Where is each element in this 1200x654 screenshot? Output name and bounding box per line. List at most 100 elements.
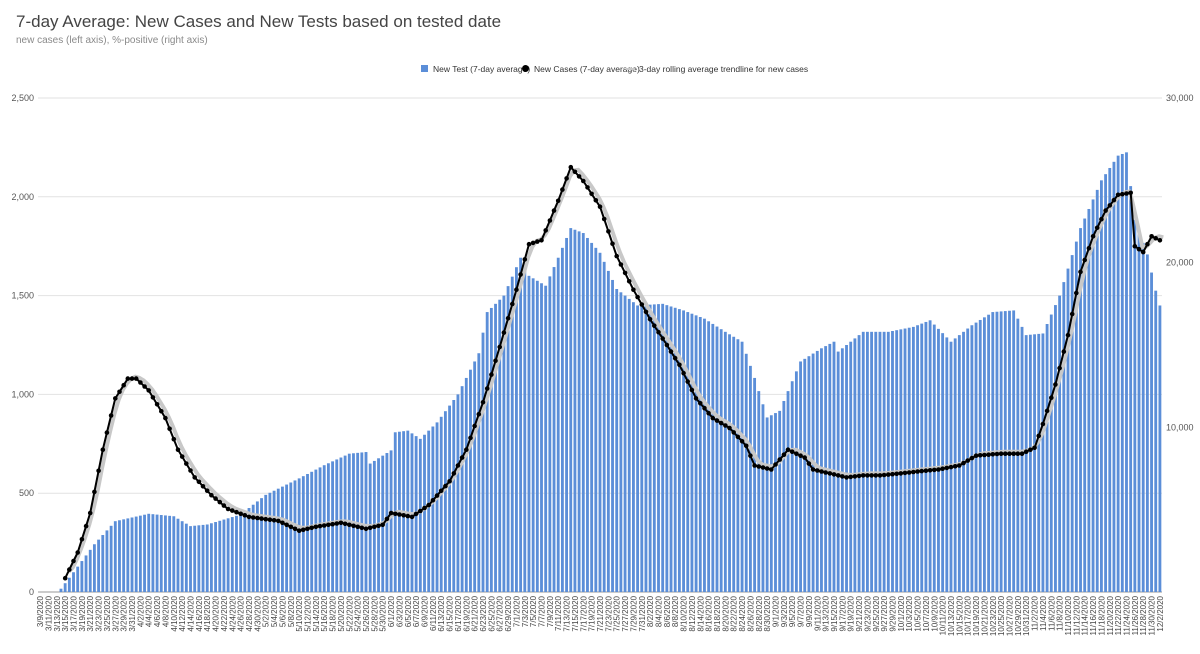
cases-point [1124,191,1129,196]
test-bar [594,247,598,592]
cases-point [409,514,415,520]
x-axis-tick: 3/27/2020 [111,595,120,631]
test-bar [222,519,226,592]
cases-point [355,524,361,530]
cases-point [1057,365,1062,371]
cases-point [948,464,954,470]
test-bar [155,514,159,592]
test-bar [494,303,497,592]
test-bar [736,339,740,592]
test-bar [310,471,314,592]
cases-point [363,526,369,532]
cases-point [92,489,97,495]
test-bar [1028,334,1032,592]
test-bar [251,504,255,592]
cases-point [196,479,202,485]
x-axis-tick: 5/8/2020 [287,595,296,627]
test-bar [172,516,176,592]
cases-point [422,505,427,511]
test-bar [230,517,234,592]
test-bar [122,519,126,592]
x-axis-tick: 6/1/2020 [387,595,396,627]
x-axis: 3/9/2020 3/11/2020 3/13/2020 3/15/2020 3/17/… [36,595,1165,636]
cases-point [543,228,548,233]
cases-point [163,415,168,421]
test-bars [59,152,1162,593]
test-bar [719,329,723,592]
test-bar [118,520,121,592]
x-axis-tick: 6/23/2020 [479,595,488,631]
cases-point [873,473,879,478]
cases-point [142,384,147,389]
cases-point [835,473,841,478]
x-axis-tick: 10/17/2020 [964,595,973,636]
cases-point [865,473,870,478]
left-axis: 0 500 1,000 1,500 2,000 2,500 [11,93,34,597]
test-bar [1045,324,1049,592]
cases-point [150,395,156,400]
test-bar [452,399,456,592]
test-bar [807,356,811,592]
cases-point [447,479,452,484]
cases-point [1061,349,1067,354]
cases-point [589,191,594,197]
test-bar [164,515,167,592]
test-bar [226,518,230,592]
test-bar [1137,231,1141,592]
cases-point [585,185,590,190]
cases-point [384,516,390,522]
test-bar [1079,228,1082,592]
x-axis-tick: 3/25/2020 [103,595,112,631]
cases-point [313,524,319,530]
test-bar [657,304,660,592]
test-bar [941,333,945,592]
x-axis-tick: 6/9/2020 [421,595,430,627]
x-axis-tick: 5/12/2020 [304,595,313,631]
cases-point [961,460,966,466]
test-bar [565,237,568,592]
cases-point [284,522,289,528]
test-bar [552,267,556,592]
cases-point [610,241,615,246]
cases-point [113,396,118,401]
cases-point [681,370,686,376]
test-bar [201,524,205,592]
cases-point [451,471,457,476]
x-axis-tick: 12/2/2020 [1156,595,1165,631]
cases-point [497,344,503,350]
x-axis-tick: 9/21/2020 [855,595,864,631]
cases-point [643,309,649,315]
test-bar [882,331,886,592]
test-bar [769,415,773,592]
x-axis-tick: 5/18/2020 [329,595,338,631]
cases-point [234,509,239,515]
cases-point [263,516,269,522]
cases-point [1111,197,1117,203]
test-bar [535,280,539,592]
cases-point [1011,451,1016,457]
test-bar [644,304,648,592]
test-bar [707,321,711,592]
x-axis-tick: 4/20/2020 [212,595,221,631]
cases-point [915,469,920,474]
x-axis-tick: 3/29/2020 [120,595,129,631]
test-bar [891,331,894,592]
test-bar [598,252,602,592]
test-bar [632,302,635,592]
test-bar [1133,219,1137,592]
test-bar [619,292,623,592]
cases-point [998,451,1004,457]
cases-point [647,317,653,322]
test-bar [732,336,736,592]
x-axis-tick: 8/16/2020 [705,595,714,631]
x-axis-tick: 5/26/2020 [362,595,371,631]
x-axis-tick: 5/24/2020 [354,596,363,632]
x-axis-tick: 7/3/2020 [521,595,530,627]
test-bar [184,523,188,592]
cases-point [167,426,172,432]
test-bar [460,386,464,592]
cases-point [418,508,423,514]
x-axis-tick: 9/7/2020 [797,595,806,627]
cases-point [672,355,678,361]
